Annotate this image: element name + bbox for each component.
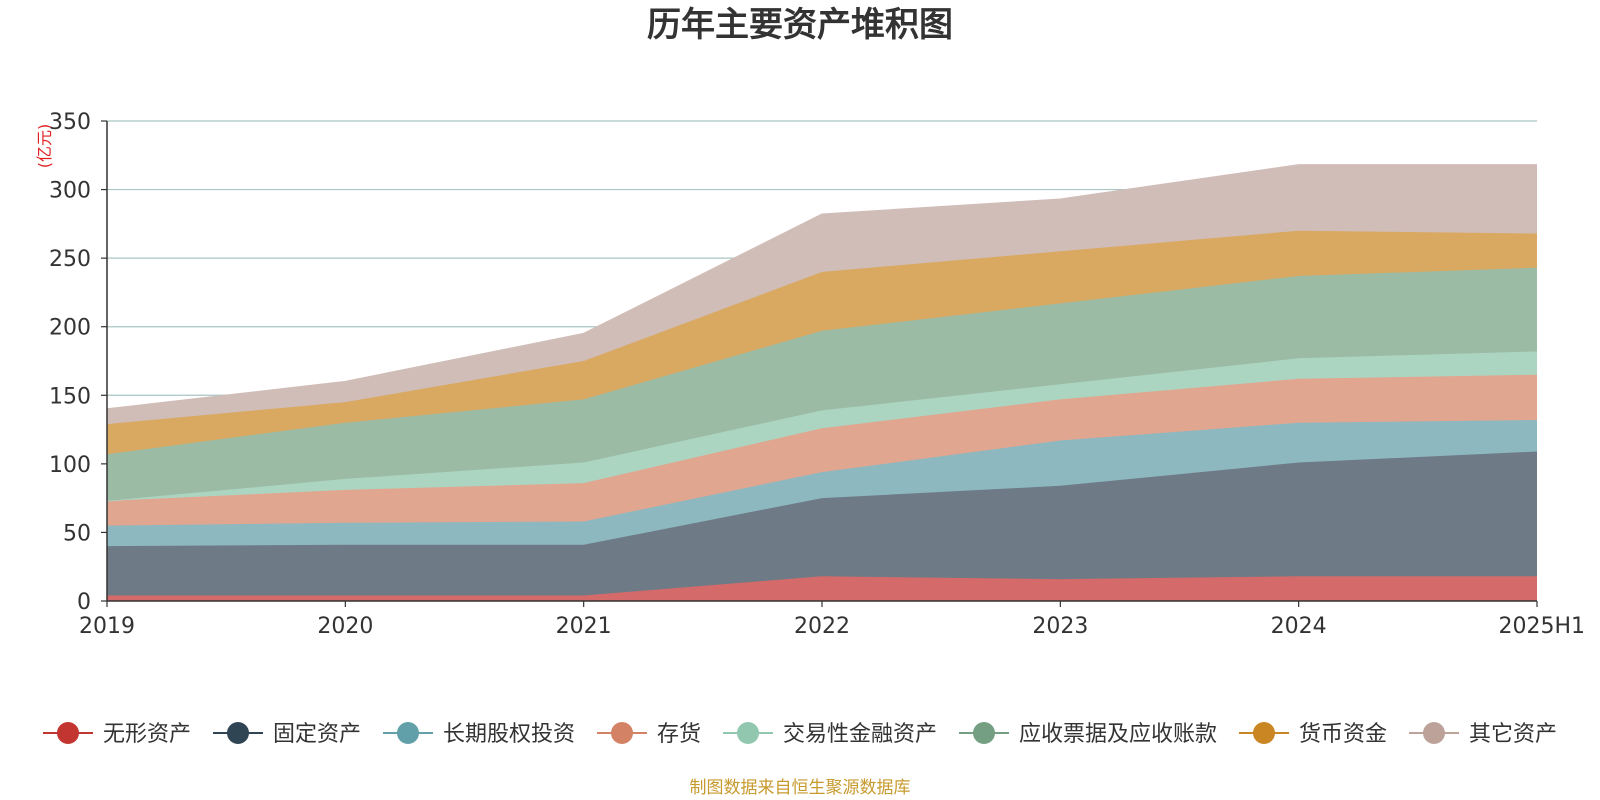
legend-marker-icon [227,722,249,744]
legend-marker-icon [1253,722,1275,744]
legend-marker-icon [737,722,759,744]
y-tick-label: 200 [49,316,91,341]
area-series-2 [107,420,1537,547]
area-series-5 [107,267,1537,501]
legend-item[interactable]: 货币资金 [1239,722,1387,747]
y-tick-label: 300 [49,179,91,204]
legend-item[interactable]: 其它资产 [1409,722,1557,747]
legend-item[interactable]: 长期股权投资 [383,722,575,747]
y-tick-label: 150 [49,384,91,409]
legend-label: 长期股权投资 [443,722,575,747]
area-series-4 [107,351,1537,501]
x-tick-label: 2019 [79,614,135,639]
legend: 无形资产 固定资产 长期股权投资 存货 交易性金融资产 应收票据及应收账款 货币资金 其它资产 [43,722,1557,747]
y-tick-label: 50 [63,521,91,546]
y-tick-label: 100 [49,453,91,478]
area-series-6 [107,230,1537,455]
x-tick-label: 2024 [1271,614,1327,639]
y-tick-label: 0 [77,590,91,615]
y-tick-label: 350 [49,110,91,135]
area-series-7 [107,164,1537,425]
legend-marker-icon [57,722,79,744]
area-series-1 [107,451,1537,596]
chart-title: 历年主要资产堆积图 [647,5,953,45]
legend-label: 固定资产 [273,722,361,747]
data-source-footer: 制图数据来自恒生聚源数据库 [690,778,911,798]
legend-item[interactable]: 交易性金融资产 [723,722,937,747]
legend-item[interactable]: 固定资产 [213,722,361,747]
legend-label: 无形资产 [103,722,191,747]
area-series-edge-7 [106,164,1537,410]
legend-marker-icon [1423,722,1445,744]
x-tick-label: 2021 [556,614,612,639]
legend-marker-icon [397,722,419,744]
legend-label: 存货 [657,722,701,747]
axes: 2019 2020 2021 2022 2023 2024 2025H1 [79,121,1585,639]
legend-label: 应收票据及应收账款 [1019,722,1217,747]
x-tick-label: 2020 [317,614,373,639]
x-tick-label: 2023 [1032,614,1088,639]
area-series-0 [107,576,1537,601]
y-axis-unit-label: (亿元) [35,124,54,169]
legend-label: 货币资金 [1299,722,1387,747]
legend-item[interactable]: 无形资产 [43,722,191,747]
y-tick-label: 250 [49,247,91,272]
legend-item[interactable]: 应收票据及应收账款 [959,722,1217,747]
x-tick-label: 2025H1 [1498,614,1585,639]
legend-label: 交易性金融资产 [783,722,937,747]
legend-item[interactable]: 存货 [597,722,701,747]
area-series-group [106,164,1538,601]
x-tick-label: 2022 [794,614,850,639]
area-series-3 [107,374,1537,526]
legend-label: 其它资产 [1469,722,1557,747]
legend-marker-icon [611,722,633,744]
legend-marker-icon [973,722,995,744]
